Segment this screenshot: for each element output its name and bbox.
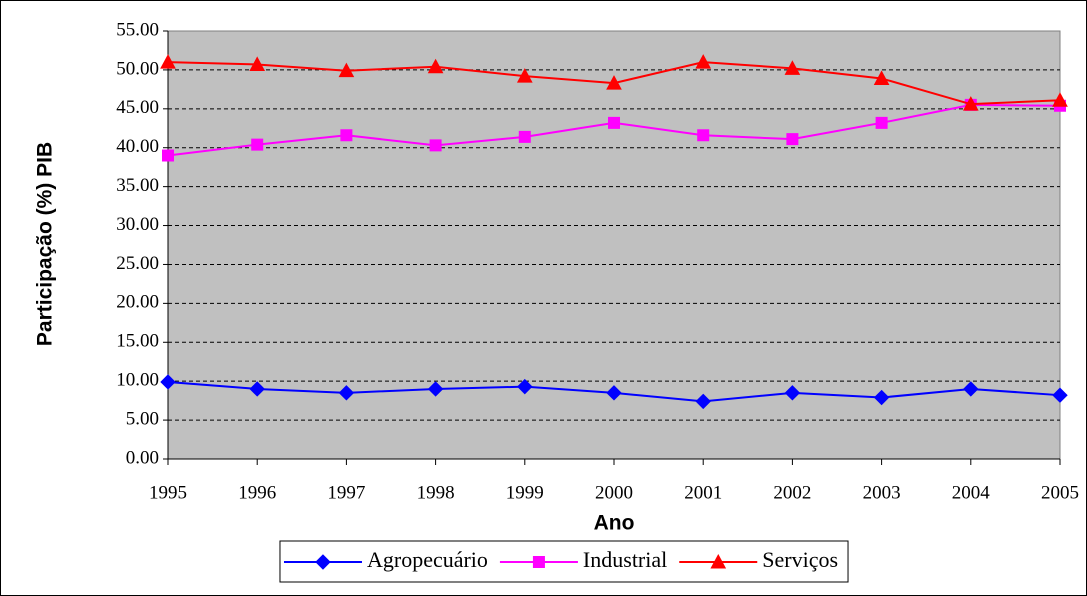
x-tick-label: 2003 xyxy=(863,482,901,503)
y-tick-label: 55.00 xyxy=(116,19,159,40)
data-point xyxy=(784,60,801,75)
data-point xyxy=(429,139,442,152)
data-point xyxy=(606,75,622,90)
data-point xyxy=(697,129,710,142)
data-point xyxy=(516,68,533,83)
data-point xyxy=(160,374,176,390)
data-point xyxy=(517,378,533,395)
data-point xyxy=(873,389,890,406)
data-point xyxy=(963,381,979,397)
y-tick-label: 45.00 xyxy=(116,97,159,118)
y-tick-label: 40.00 xyxy=(116,136,159,157)
y-tick-label: 10.00 xyxy=(116,370,159,391)
data-point xyxy=(427,381,444,397)
data-point xyxy=(695,54,712,69)
y-tick-label: 30.00 xyxy=(116,214,159,235)
x-tick-label: 2005 xyxy=(1041,482,1079,503)
x-tick-label: 2000 xyxy=(595,482,633,503)
data-point xyxy=(162,149,174,162)
legend-label: Agropecuário xyxy=(367,547,488,572)
data-point xyxy=(1052,387,1068,403)
legend-label: Industrial xyxy=(583,547,667,572)
x-tick-label: 2001 xyxy=(684,482,722,503)
y-tick-label: 5.00 xyxy=(126,408,159,429)
data-point xyxy=(608,116,620,129)
data-point xyxy=(875,116,888,129)
x-tick-label: 1995 xyxy=(149,482,187,503)
data-point xyxy=(786,133,799,146)
data-point xyxy=(249,56,266,71)
legend-marker xyxy=(532,556,545,568)
y-tick-label: 15.00 xyxy=(116,331,159,352)
data-point xyxy=(160,54,176,69)
y-tick-label: 50.00 xyxy=(116,58,159,79)
data-point xyxy=(340,129,353,142)
data-point xyxy=(249,381,265,397)
data-point xyxy=(251,138,264,151)
data-point xyxy=(427,58,444,74)
y-tick-label: 25.00 xyxy=(116,253,159,274)
x-tick-label: 2004 xyxy=(952,482,991,503)
x-tick-label: 1999 xyxy=(506,482,544,503)
x-axis-label: Ano xyxy=(594,512,635,535)
data-point xyxy=(784,385,801,401)
legend: Agropecuário Industrial Serviços xyxy=(279,540,849,583)
data-point xyxy=(338,62,355,78)
legend-marker xyxy=(710,553,727,569)
y-tick-label: 20.00 xyxy=(116,292,159,313)
legend-marker xyxy=(315,554,331,570)
data-point xyxy=(1052,92,1068,107)
x-tick-label: 2002 xyxy=(773,482,811,503)
y-tick-label: 0.00 xyxy=(126,447,159,468)
x-tick-label: 1996 xyxy=(238,482,276,503)
x-tick-label: 1997 xyxy=(327,482,365,503)
y-axis-label: Participação (%) PIB xyxy=(34,142,57,346)
data-point xyxy=(962,96,979,111)
data-point xyxy=(338,385,355,401)
x-tick-label: 1998 xyxy=(417,482,455,503)
legend-label: Serviços xyxy=(762,547,838,572)
data-point xyxy=(695,393,711,410)
data-point xyxy=(518,130,531,143)
data-point xyxy=(606,385,622,401)
y-tick-label: 35.00 xyxy=(116,175,159,196)
data-point xyxy=(873,70,890,85)
